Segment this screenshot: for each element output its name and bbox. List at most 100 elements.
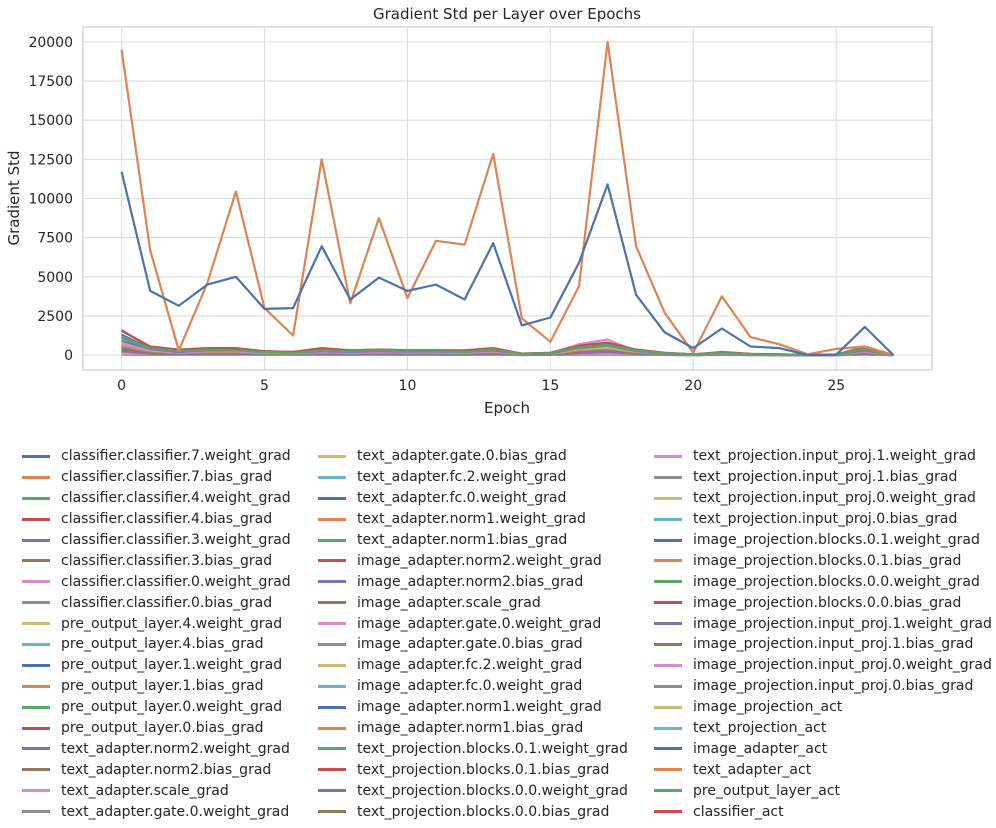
legend-swatch [22,496,50,500]
legend-label: image_adapter.scale_grad [357,594,541,611]
legend-label: classifier.classifier.3.weight_grad [61,532,291,548]
legend-item: text_projection_act [654,718,992,739]
legend-item: text_adapter_act [654,759,992,780]
legend-item: image_projection.blocks.0.0.bias_grad [654,592,992,613]
legend-item: image_projection.input_proj.1.weight_gra… [654,613,992,634]
legend-swatch [654,684,682,688]
legend-item: pre_output_layer.1.bias_grad [22,676,291,697]
legend-label: text_projection.input_proj.0.weight_grad [693,490,976,507]
legend-swatch [22,580,50,584]
legend-label: image_adapter.gate.0.bias_grad [357,636,583,653]
legend-item: text_projection.input_proj.0.weight_grad [654,488,992,509]
legend-swatch [22,517,50,521]
x-tick-label: 10 [399,378,417,394]
legend-swatch [22,538,50,542]
legend-swatch [22,622,50,626]
legend-item: pre_output_layer_act [654,780,992,801]
legend-item: pre_output_layer.0.bias_grad [22,718,291,739]
legend-item: image_adapter.norm1.bias_grad [318,718,628,739]
legend-item: text_projection.blocks.0.0.bias_grad [318,801,628,822]
y-tick-labels: 0 2500 5000 7500 10000 12500 15000 17500 20000 [28,35,73,364]
legend-swatch [654,496,682,500]
legend-item: classifier.classifier.7.bias_grad [22,467,291,488]
legend-label: image_adapter.fc.0.weight_grad [357,678,583,695]
legend-label: image_adapter.norm1.weight_grad [357,699,602,716]
legend-label: text_adapter.gate.0.weight_grad [61,803,290,820]
legend-label: image_adapter.fc.2.weight_grad [357,657,583,674]
legend-label: classifier_act [693,803,784,820]
legend-label: image_projection.input_proj.1.bias_grad [693,636,974,653]
legend-label: image_adapter.norm2.bias_grad [357,573,584,590]
legend-label: classifier.classifier.7.bias_grad [61,469,273,486]
legend-swatch [318,538,346,542]
legend-swatch [318,810,346,814]
legend-label: image_adapter.norm1.bias_grad [357,720,584,737]
x-tick-label: 5 [260,378,269,394]
legend-label: pre_output_layer_act [693,782,841,799]
legend-swatch [318,705,346,709]
legend-label: text_adapter.norm1.weight_grad [357,511,586,528]
legend-label: text_adapter.norm2.bias_grad [61,761,272,778]
legend-label: classifier.classifier.0.weight_grad [61,573,291,590]
y-tick-label: 2500 [37,309,73,325]
legend-swatch [318,475,346,479]
legend-item: text_adapter.norm1.bias_grad [318,530,628,551]
legend-item: text_projection.blocks.0.0.weight_grad [318,780,628,801]
legend-label: text_projection.blocks.0.0.bias_grad [357,803,610,820]
y-tick-label: 10000 [28,192,73,208]
series-line [121,336,894,357]
legend-label: pre_output_layer.0.bias_grad [61,720,264,737]
legend-label: text_projection.input_proj.1.weight_grad [693,448,976,465]
legend-swatch [22,768,50,772]
legend-item: text_adapter.fc.0.weight_grad [318,488,628,509]
legend-label: image_adapter_act [693,740,828,757]
line-chart: 0 5 10 15 20 25 0 2500 5000 7500 10000 12500 15000 1… [5,5,933,417]
legend-item: text_projection.blocks.0.1.weight_grad [318,738,628,759]
legend-label: classifier.classifier.3.bias_grad [61,552,273,569]
legend-swatch [654,789,682,793]
legend-label: image_projection.blocks.0.1.weight_grad [693,532,980,548]
legend-swatch [654,454,682,458]
legend-item: image_projection.blocks.0.1.weight_grad [654,530,992,551]
y-tick-label: 20000 [28,35,73,51]
legend-label: image_projection.input_proj.1.weight_gra… [693,615,992,632]
legend-label: text_adapter.gate.0.bias_grad [357,448,567,465]
legend-label: classifier.classifier.7.weight_grad [61,448,291,465]
legend-swatch [22,642,50,646]
legend-label: text_projection.blocks.0.1.bias_grad [357,761,610,778]
legend-swatch [318,789,346,793]
legend-item: image_adapter.norm2.weight_grad [318,550,628,571]
legend-swatch [318,768,346,772]
legend-item: pre_output_layer.4.bias_grad [22,634,291,655]
legend-swatch [22,789,50,793]
legend-swatch [654,601,682,605]
legend-swatch [654,705,682,709]
legend-item: image_adapter.norm1.weight_grad [318,697,628,718]
legend-item: image_projection.input_proj.0.bias_grad [654,676,992,697]
legend-item: classifier_act [654,801,992,822]
legend-label: text_projection.blocks.0.1.weight_grad [357,740,628,757]
legend-swatch [654,642,682,646]
legend-item: text_adapter.norm2.bias_grad [22,759,291,780]
legend-label: classifier.classifier.4.bias_grad [61,511,273,528]
legend-label: text_adapter.norm1.bias_grad [357,532,568,548]
y-tick-label: 17500 [28,74,73,90]
legend-item: image_projection.input_proj.1.bias_grad [654,634,992,655]
x-tick-labels: 0 5 10 15 20 25 [117,378,845,394]
legend-swatch [22,663,50,667]
y-tick-label: 0 [64,348,73,364]
legend-swatch [318,684,346,688]
legend-label: pre_output_layer.1.weight_grad [61,657,283,674]
legend-label: image_projection.input_proj.0.bias_grad [693,678,974,695]
legend-item: classifier.classifier.0.bias_grad [22,592,291,613]
series-line [120,40,894,357]
x-tick-label: 20 [684,378,702,394]
legend-label: text_adapter.norm2.weight_grad [61,740,290,757]
legend-item: classifier.classifier.3.bias_grad [22,550,291,571]
x-axis-label: Epoch [484,399,530,417]
legend-item: pre_output_layer.1.weight_grad [22,655,291,676]
legend-item: text_adapter.norm2.weight_grad [22,738,291,759]
y-tick-label: 5000 [37,270,73,286]
legend-label: image_projection.input_proj.0.weight_gra… [693,657,992,674]
legend-swatch [318,454,346,458]
